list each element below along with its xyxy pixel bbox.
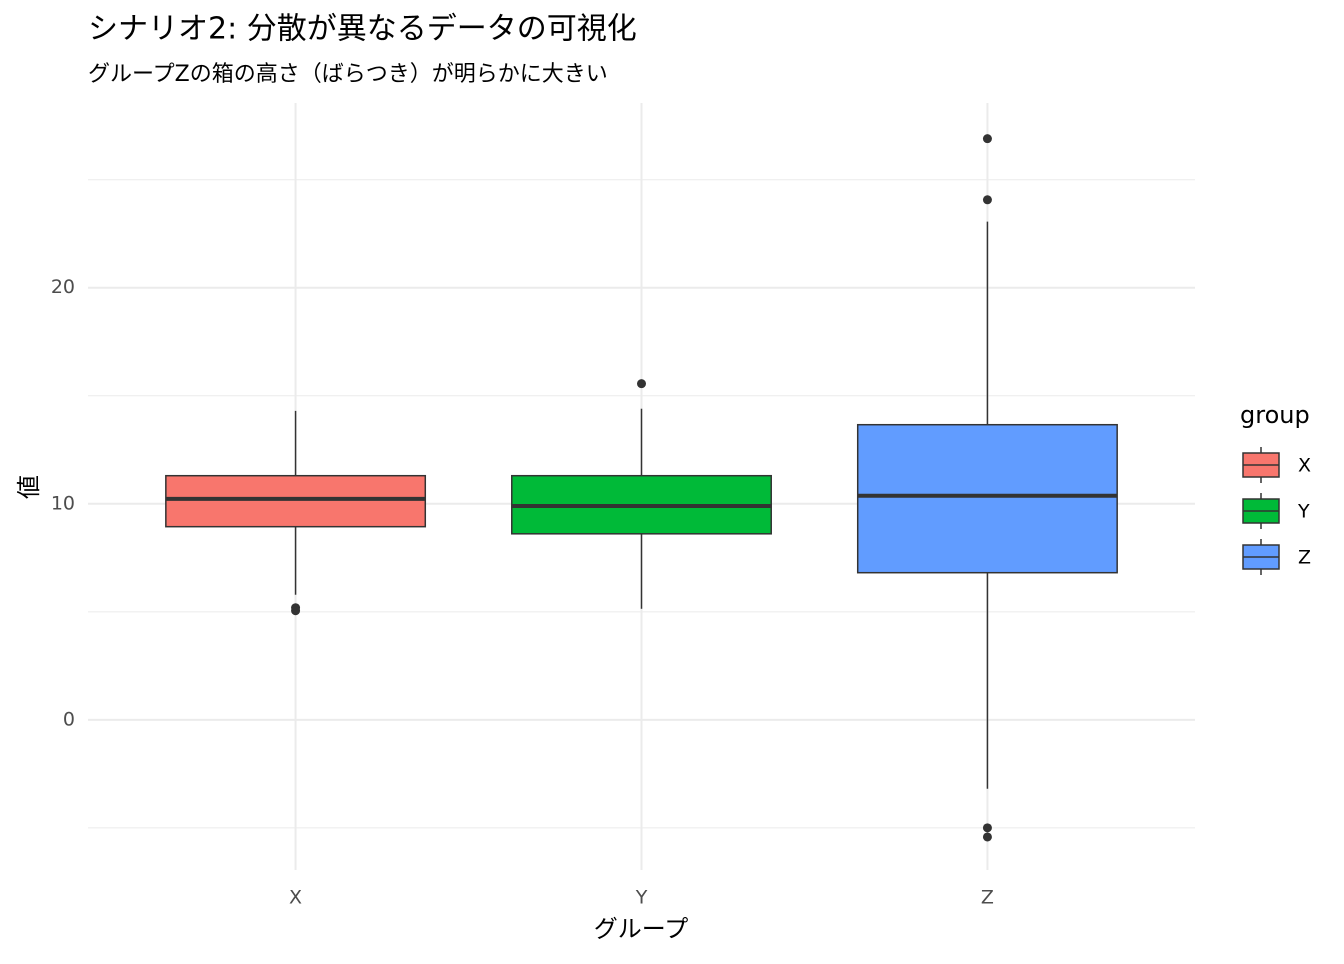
x-axis-title: グループ xyxy=(594,915,689,943)
x-tick-label: Y xyxy=(635,887,648,909)
outlier xyxy=(982,832,992,842)
x-tick-label: Z xyxy=(981,887,994,909)
outlier xyxy=(982,823,992,833)
y-tick-label: 0 xyxy=(63,708,75,730)
y-axis-title: 値 xyxy=(15,475,43,499)
box xyxy=(856,423,1118,574)
outlier xyxy=(291,606,301,616)
box xyxy=(165,474,427,528)
x-tick-label: X xyxy=(289,887,302,909)
legend-title: group xyxy=(1240,401,1310,429)
outlier xyxy=(637,379,646,389)
y-tick-label: 10 xyxy=(51,492,75,514)
chart-title: シナリオ2: 分散が異なるデータの可視化 xyxy=(88,12,637,47)
legend-label: Y xyxy=(1297,501,1310,523)
chart-subtitle: グループZの箱の高さ（ばらつき）が明らかに大きい xyxy=(88,62,608,87)
legend-label: Z xyxy=(1298,547,1311,569)
legend-label: X xyxy=(1298,455,1311,477)
y-tick-label: 20 xyxy=(51,276,75,298)
outlier xyxy=(982,195,992,205)
outlier xyxy=(982,134,992,144)
